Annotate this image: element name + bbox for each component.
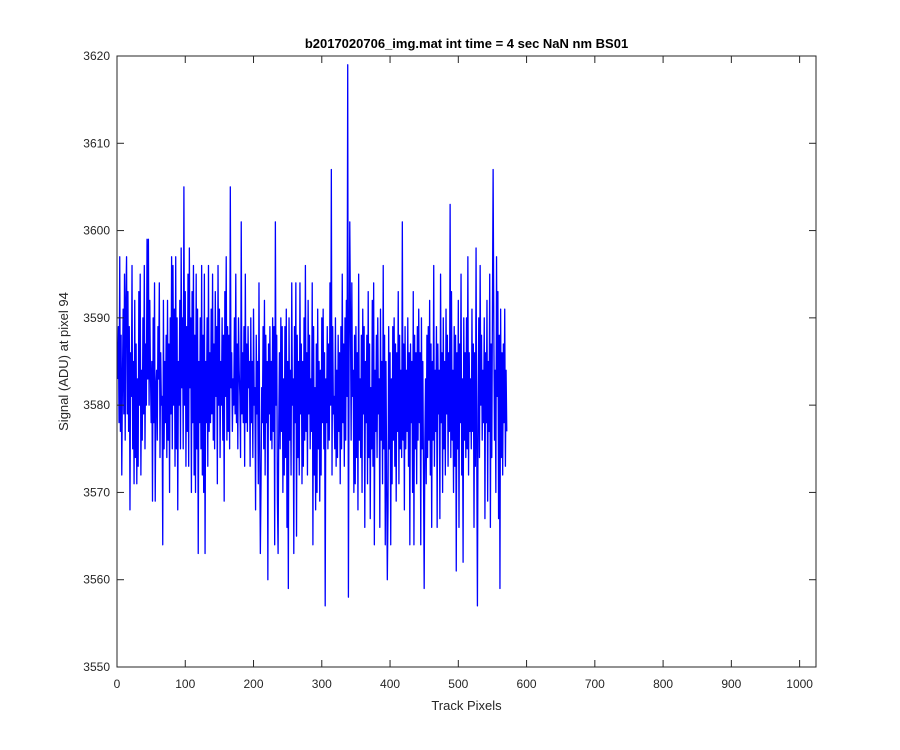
series-line-0: [117, 64, 508, 607]
y-tick-label: 3610: [83, 136, 110, 150]
y-tick-label: 3600: [83, 224, 110, 238]
x-tick-label: 200: [244, 677, 264, 691]
y-tick-label: 3580: [83, 398, 110, 412]
y-tick-label: 3560: [83, 573, 110, 587]
x-tick-label: 600: [517, 677, 537, 691]
x-tick-label: 800: [653, 677, 673, 691]
x-axis-label: Track Pixels: [431, 698, 502, 713]
x-tick-label: 400: [380, 677, 400, 691]
x-tick-label: 100: [175, 677, 195, 691]
y-axis-label: Signal (ADU) at pixel 94: [56, 292, 71, 431]
x-tick-label: 900: [721, 677, 741, 691]
chart-title: b2017020706_img.mat int time = 4 sec NaN…: [305, 36, 628, 51]
x-tick-label: 300: [312, 677, 332, 691]
plot-frame: [116, 55, 817, 668]
x-axis: 0 100 200 300 400 500 600 700 800 900 1000: [114, 56, 813, 691]
series-layer: [117, 64, 508, 607]
x-tick-label: 500: [448, 677, 468, 691]
y-tick-label: 3590: [83, 311, 110, 325]
x-tick-label: 0: [114, 677, 121, 691]
y-tick-label: 3570: [83, 485, 110, 499]
y-axis: 3550 3560 3570 3580 3590 3600 3610 3620: [83, 49, 816, 674]
x-tick-label: 700: [585, 677, 605, 691]
y-tick-label: 3550: [83, 660, 110, 674]
y-tick-label: 3620: [83, 49, 110, 63]
x-tick-label: 1000: [786, 677, 813, 691]
